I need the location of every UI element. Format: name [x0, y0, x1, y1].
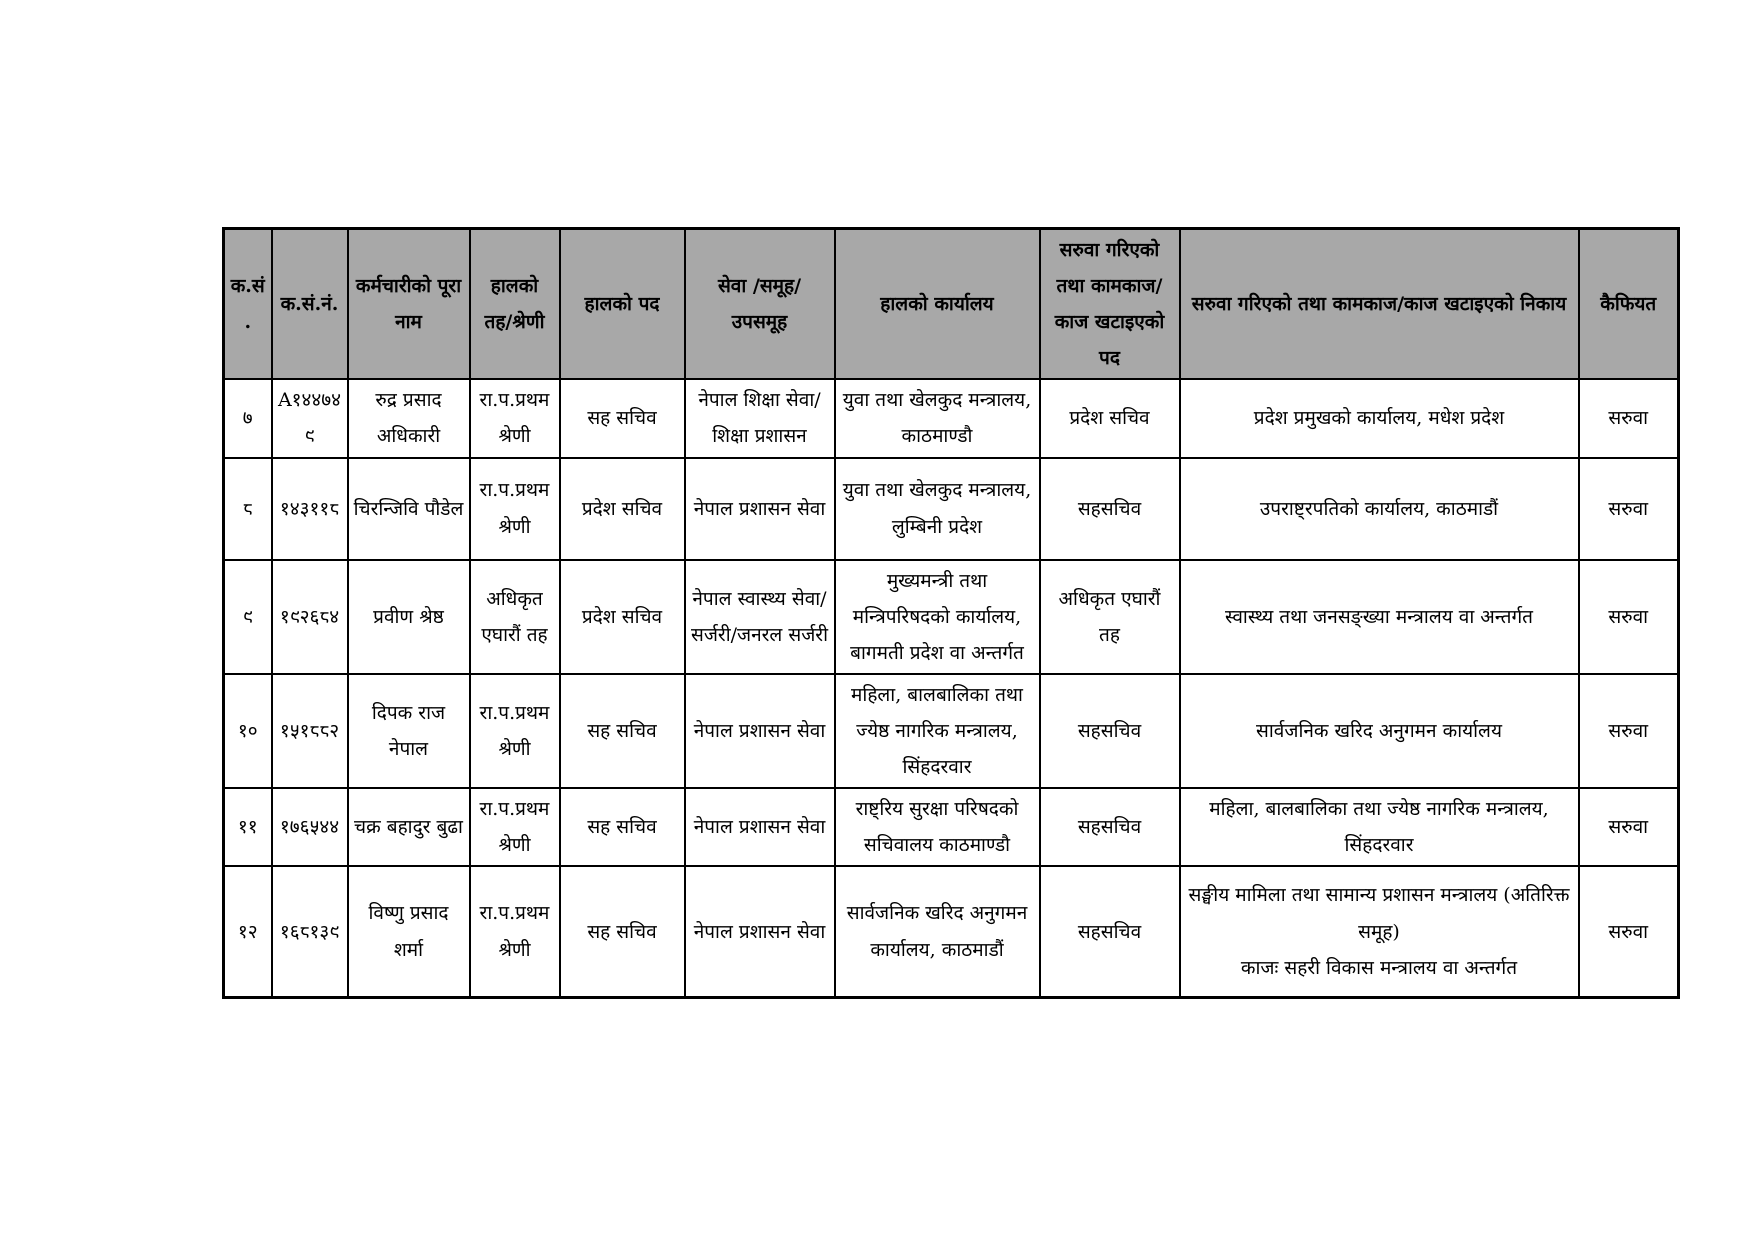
table-cell: ८ [222, 456, 273, 561]
table-cell: १९२६८४ [270, 558, 349, 675]
table-cell: सहसचिव [1038, 456, 1181, 561]
table-cell: उपराष्ट्रपतिको कार्यालय, काठमाडौं [1178, 456, 1580, 561]
table-row: ११ १७६५४४ चक्र बहादुर बुढा रा.प.प्रथम श्रेण… [222, 787, 1680, 868]
table-cell: नेपाल प्रशासन सेवा [683, 865, 836, 999]
table-header-row: क.सं. क.सं.नं. कर्मचारीको पूरा नाम हालको… [222, 227, 1680, 381]
table-cell: अधिकृत एघारौं तह [1038, 558, 1181, 675]
table-cell: सरुवा [1577, 787, 1680, 868]
table-cell: सह सचिव [558, 378, 686, 459]
table-cell: रा.प.प्रथम श्रेणी [468, 456, 561, 561]
table-cell: १७६५४४ [270, 787, 349, 868]
transfer-table: क.सं. क.सं.नं. कर्मचारीको पूरा नाम हालको… [222, 227, 1680, 999]
table-cell: ९ [222, 558, 273, 675]
table-cell: नेपाल शिक्षा सेवा/शिक्षा प्रशासन [683, 378, 836, 459]
table-cell: १४३११८ [270, 456, 349, 561]
header-serial-number: क.सं. [222, 227, 273, 381]
table-cell: मुख्यमन्त्री तथा मन्त्रिपरिषदको कार्यालय… [833, 558, 1041, 675]
table-cell: राष्ट्रिय सुरक्षा परिषदको सचिवालय काठमाण… [833, 787, 1041, 868]
table-cell: सहसचिव [1038, 672, 1181, 790]
table-cell: सहसचिव [1038, 787, 1181, 868]
header-current-office: हालको कार्यालय [833, 227, 1041, 381]
table-cell: ११ [222, 787, 273, 868]
table-cell: प्रवीण श्रेष्ठ [346, 558, 471, 675]
table-cell: सरुवा [1577, 456, 1680, 561]
table-cell: प्रदेश प्रमुखको कार्यालय, मधेश प्रदेश [1178, 378, 1580, 459]
table-cell: १६८१३९ [270, 865, 349, 999]
table-row: ८ १४३११८ चिरन्जिवि पौडेल रा.प.प्रथम श्रेणी प… [222, 456, 1680, 561]
table-cell: सरुवा [1577, 865, 1680, 999]
table-cell: दिपक राज नेपाल [346, 672, 471, 790]
table-cell: नेपाल प्रशासन सेवा [683, 672, 836, 790]
table-cell: चिरन्जिवि पौडेल [346, 456, 471, 561]
header-transferred-agency: सरुवा गरिएको तथा कामकाज/काज खटाइएको निका… [1178, 227, 1580, 381]
table-cell: नेपाल प्रशासन सेवा [683, 787, 836, 868]
table-cell: स्वास्थ्य तथा जनसङ्ख्या मन्त्रालय वा अन्… [1178, 558, 1580, 675]
table-cell: सह सचिव [558, 672, 686, 790]
table-cell: युवा तथा खेलकुद मन्त्रालय, लुम्बिनी प्रद… [833, 456, 1041, 561]
header-employee-full-name: कर्मचारीको पूरा नाम [346, 227, 471, 381]
header-employee-number: क.सं.नं. [270, 227, 349, 381]
table-cell: १२ [222, 865, 273, 999]
table-cell: युवा तथा खेलकुद मन्त्रालय, काठमाण्डौ [833, 378, 1041, 459]
table-cell: नेपाल स्वास्थ्य सेवा/सर्जरी/जनरल सर्जरी [683, 558, 836, 675]
table-cell: रा.प.प्रथम श्रेणी [468, 672, 561, 790]
table-row: १० १५१८८२ दिपक राज नेपाल रा.प.प्रथम श्रेणी स… [222, 672, 1680, 790]
table-cell: सार्वजनिक खरिद अनुगमन कार्यालय [1178, 672, 1580, 790]
table-cell: A१४४७४९ [270, 378, 349, 459]
table-cell: अधिकृत एघारौं तह [468, 558, 561, 675]
table-cell: सार्वजनिक खरिद अनुगमन कार्यालय, काठमाडौं [833, 865, 1041, 999]
table-cell: महिला, बालबालिका तथा ज्येष्ठ नागरिक मन्त… [1178, 787, 1580, 868]
table-row: ९ १९२६८४ प्रवीण श्रेष्ठ अधिकृत एघारौं तह प्र… [222, 558, 1680, 675]
table-row: १२ १६८१३९ विष्णु प्रसाद शर्मा रा.प.प्रथम श्… [222, 865, 1680, 999]
table-cell: सरुवा [1577, 672, 1680, 790]
table-cell: महिला, बालबालिका तथा ज्येष्ठ नागरिक मन्त… [833, 672, 1041, 790]
table-cell: १५१८८२ [270, 672, 349, 790]
table-cell: सहसचिव [1038, 865, 1181, 999]
table-cell: रा.प.प्रथम श्रेणी [468, 865, 561, 999]
header-current-level-class: हालको तह/श्रेणी [468, 227, 561, 381]
table-cell: रुद्र प्रसाद अधिकारी [346, 378, 471, 459]
table-cell: रा.प.प्रथम श्रेणी [468, 378, 561, 459]
table-cell: प्रदेश सचिव [558, 558, 686, 675]
table-cell: विष्णु प्रसाद शर्मा [346, 865, 471, 999]
header-current-position: हालको पद [558, 227, 686, 381]
table-cell: सङ्घीय मामिला तथा सामान्य प्रशासन मन्त्र… [1178, 865, 1580, 999]
table-cell: प्रदेश सचिव [558, 456, 686, 561]
table-cell: १० [222, 672, 273, 790]
table-cell: चक्र बहादुर बुढा [346, 787, 471, 868]
header-transferred-position: सरुवा गरिएको तथा कामकाज/ काज खटाइएको पद [1038, 227, 1181, 381]
table-cell: सह सचिव [558, 787, 686, 868]
table-header: क.सं. क.सं.नं. कर्मचारीको पूरा नाम हालको… [222, 227, 1680, 381]
table-cell: रा.प.प्रथम श्रेणी [468, 787, 561, 868]
header-remarks: कैफियत [1577, 227, 1680, 381]
table-cell: सह सचिव [558, 865, 686, 999]
header-service-group-subgroup: सेवा /समूह/ उपसमूह [683, 227, 836, 381]
table-cell: सरुवा [1577, 378, 1680, 459]
table-cell: सरुवा [1577, 558, 1680, 675]
table-cell: प्रदेश सचिव [1038, 378, 1181, 459]
table-cell: ७ [222, 378, 273, 459]
table-body: ७ A१४४७४९ रुद्र प्रसाद अधिकारी रा.प.प्रथम श… [222, 378, 1680, 999]
table-row: ७ A१४४७४९ रुद्र प्रसाद अधिकारी रा.प.प्रथम श… [222, 378, 1680, 459]
table-cell: नेपाल प्रशासन सेवा [683, 456, 836, 561]
